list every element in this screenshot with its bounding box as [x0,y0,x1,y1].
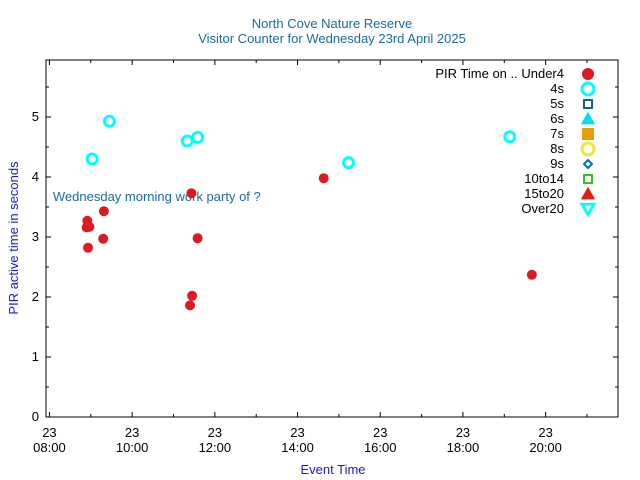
point-4s [503,130,517,144]
y-tick-label: 3 [32,229,39,244]
point-4s [102,114,116,128]
legend-label: PIR Time on .. Under4 [435,66,564,81]
legend-label: Over20 [521,201,564,216]
x-tick-day: 23 [125,425,139,440]
chart-title: North Cove Nature Reserve [252,16,412,31]
data-points [81,114,537,311]
x-tick-day: 23 [208,425,222,440]
y-tick-label: 2 [32,289,39,304]
point-under4 [98,233,109,244]
legend-label: 7s [550,126,564,141]
legend-label: 15to20 [524,186,564,201]
x-tick-day: 23 [456,425,470,440]
legend-marker-9s [582,158,594,170]
x-tick-label: 18:00 [447,440,480,455]
plot-frame [45,59,619,418]
legend-label: 9s [550,156,564,171]
legend-marker-4s [580,81,596,97]
y-tick-label: 1 [32,349,39,364]
x-axis: 2308:002310:002312:002314:002316:002318:… [33,60,588,455]
point-under4 [186,188,197,199]
legend-marker-5s [583,99,593,109]
x-tick-label: 16:00 [364,440,397,455]
legend-label: 6s [550,111,564,126]
point-under4 [98,206,109,217]
x-tick-day: 23 [538,425,552,440]
point-under4 [526,269,537,280]
legend-marker-8s [580,141,596,157]
legend-marker-6s [580,111,596,125]
point-4s [85,152,99,166]
legend-marker-10to14 [583,174,593,184]
x-axis-label: Event Time [300,462,365,477]
point-under4 [83,242,94,253]
x-tick-day: 23 [373,425,387,440]
x-tick-label: 12:00 [199,440,232,455]
annotation-text: Wednesday morning work party of ? [53,189,261,204]
legend-label: 8s [550,141,564,156]
legend-label: 10to14 [524,171,564,186]
legend-marker-under4 [582,68,594,80]
point-4s [180,134,194,148]
point-under4 [192,233,203,244]
point-under4 [185,300,196,311]
y-tick-label: 0 [32,409,39,424]
legend-marker-7s [582,128,594,140]
legend-marker-15to20 [580,186,596,200]
y-axis-label: PIR active time in seconds [6,161,21,315]
x-tick-day: 23 [290,425,304,440]
point-4s [342,156,356,170]
point-under4 [318,173,329,184]
chart-subtitle: Visitor Counter for Wednesday 23rd April… [198,31,466,46]
x-tick-label: 08:00 [33,440,66,455]
point-under4 [187,290,198,301]
x-tick-label: 20:00 [529,440,562,455]
point-4s [191,130,205,144]
point-under4 [84,221,95,232]
x-tick-label: 14:00 [281,440,314,455]
legend: PIR Time on .. Under44s5s6s7s8s9s10to141… [435,66,597,218]
y-tick-label: 4 [32,169,39,184]
x-tick-label: 10:00 [116,440,149,455]
x-tick-day: 23 [42,425,56,440]
legend-label: 5s [550,96,564,111]
legend-label: 4s [550,81,564,96]
y-tick-label: 5 [32,109,39,124]
legend-marker-over20 [579,202,597,218]
y-axis: 0 1 2 3 4 5 [32,86,618,424]
